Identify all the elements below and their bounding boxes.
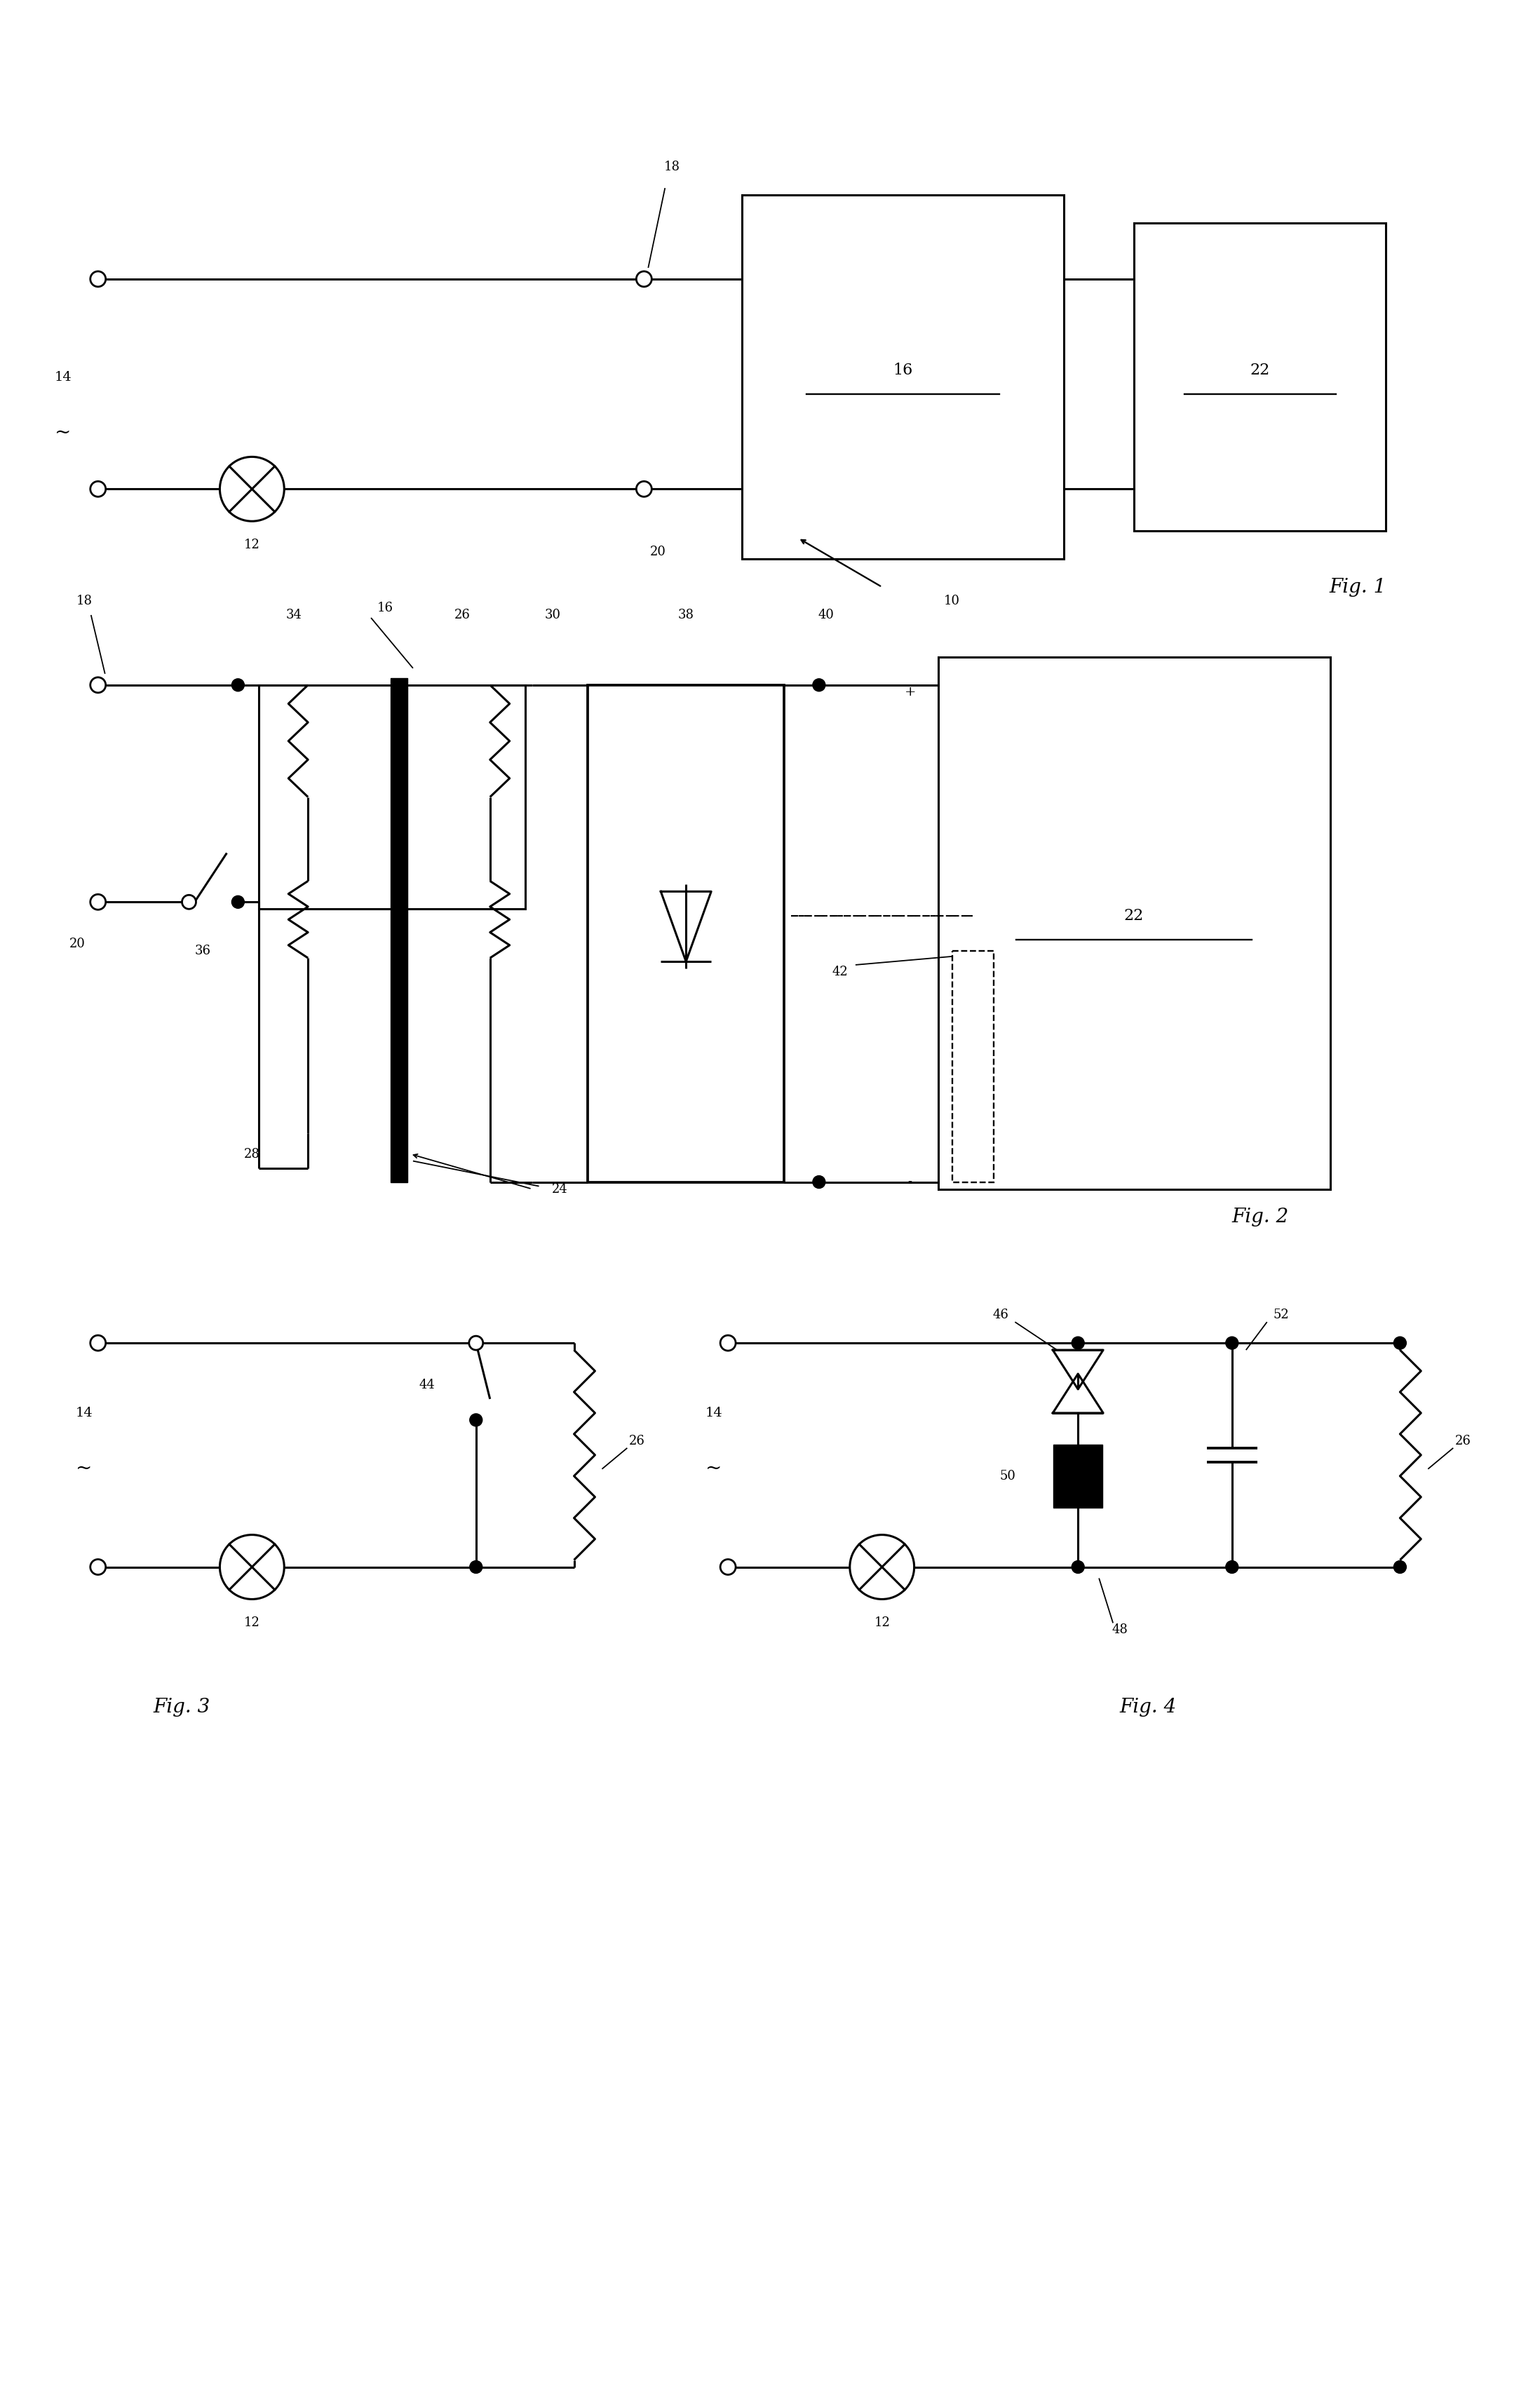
Circle shape — [220, 457, 285, 521]
Circle shape — [91, 481, 106, 498]
Circle shape — [636, 270, 651, 287]
Text: 24: 24 — [551, 1182, 568, 1196]
Bar — [1053, 1445, 1103, 1507]
Text: 42: 42 — [832, 966, 849, 978]
Circle shape — [1226, 1337, 1238, 1349]
Bar — [742, 196, 1064, 560]
Text: 34: 34 — [286, 608, 302, 622]
Circle shape — [220, 1536, 285, 1600]
Text: 20: 20 — [69, 938, 85, 950]
Circle shape — [91, 270, 106, 287]
Circle shape — [1226, 1560, 1238, 1574]
Text: Fig. 2: Fig. 2 — [1232, 1208, 1289, 1227]
Bar — [391, 677, 408, 1182]
Circle shape — [636, 481, 651, 498]
Bar — [588, 684, 784, 1182]
Text: 22: 22 — [1124, 909, 1144, 923]
Circle shape — [1394, 1337, 1406, 1349]
Circle shape — [1394, 1560, 1406, 1574]
Circle shape — [182, 895, 196, 909]
Text: 14: 14 — [54, 371, 72, 383]
Text: 26: 26 — [628, 1435, 645, 1447]
Circle shape — [470, 1337, 484, 1349]
Text: 18: 18 — [75, 596, 92, 608]
Text: ~: ~ — [75, 1459, 92, 1478]
Text: 10: 10 — [944, 596, 959, 608]
Circle shape — [91, 895, 106, 909]
Text: 40: 40 — [818, 608, 835, 622]
Text: 12: 12 — [875, 1617, 890, 1629]
Circle shape — [721, 1335, 736, 1351]
Text: ~: ~ — [55, 423, 71, 443]
Text: 22: 22 — [1250, 361, 1270, 378]
Circle shape — [813, 679, 825, 691]
Text: 12: 12 — [243, 538, 260, 550]
Circle shape — [231, 679, 245, 691]
Circle shape — [231, 895, 245, 909]
Text: 16: 16 — [377, 603, 393, 615]
Circle shape — [1072, 1560, 1084, 1574]
Text: 36: 36 — [196, 945, 211, 957]
Bar — [952, 952, 993, 1182]
Text: 44: 44 — [419, 1378, 434, 1392]
Text: 14: 14 — [75, 1406, 92, 1418]
Text: Fig. 3: Fig. 3 — [154, 1698, 211, 1717]
Text: 28: 28 — [243, 1148, 260, 1160]
Text: 26: 26 — [454, 608, 470, 622]
Text: 12: 12 — [243, 1617, 260, 1629]
Text: -: - — [909, 1177, 912, 1189]
Text: Fig. 1: Fig. 1 — [1329, 576, 1386, 596]
Text: 20: 20 — [650, 545, 665, 557]
Circle shape — [470, 1414, 482, 1426]
Circle shape — [470, 1337, 482, 1349]
Circle shape — [470, 1560, 482, 1574]
Text: 38: 38 — [678, 608, 695, 622]
Circle shape — [91, 1560, 106, 1574]
Circle shape — [850, 1536, 915, 1600]
Circle shape — [813, 1177, 825, 1189]
Circle shape — [91, 677, 106, 694]
Text: ~: ~ — [705, 1459, 722, 1478]
Text: 18: 18 — [664, 160, 681, 172]
Text: +: + — [904, 687, 916, 698]
Circle shape — [721, 1560, 736, 1574]
Text: 52: 52 — [1274, 1308, 1289, 1320]
Text: 46: 46 — [993, 1308, 1009, 1320]
Text: 16: 16 — [893, 361, 913, 378]
Bar — [259, 684, 525, 909]
Text: 30: 30 — [545, 608, 561, 622]
Circle shape — [91, 1335, 106, 1351]
Text: Fig. 4: Fig. 4 — [1120, 1698, 1177, 1717]
Text: 26: 26 — [1455, 1435, 1471, 1447]
Text: 50: 50 — [999, 1469, 1016, 1483]
Text: 14: 14 — [705, 1406, 722, 1418]
Circle shape — [1072, 1337, 1084, 1349]
Text: 48: 48 — [1112, 1624, 1127, 1636]
Bar — [1133, 222, 1386, 531]
Bar — [938, 658, 1331, 1189]
